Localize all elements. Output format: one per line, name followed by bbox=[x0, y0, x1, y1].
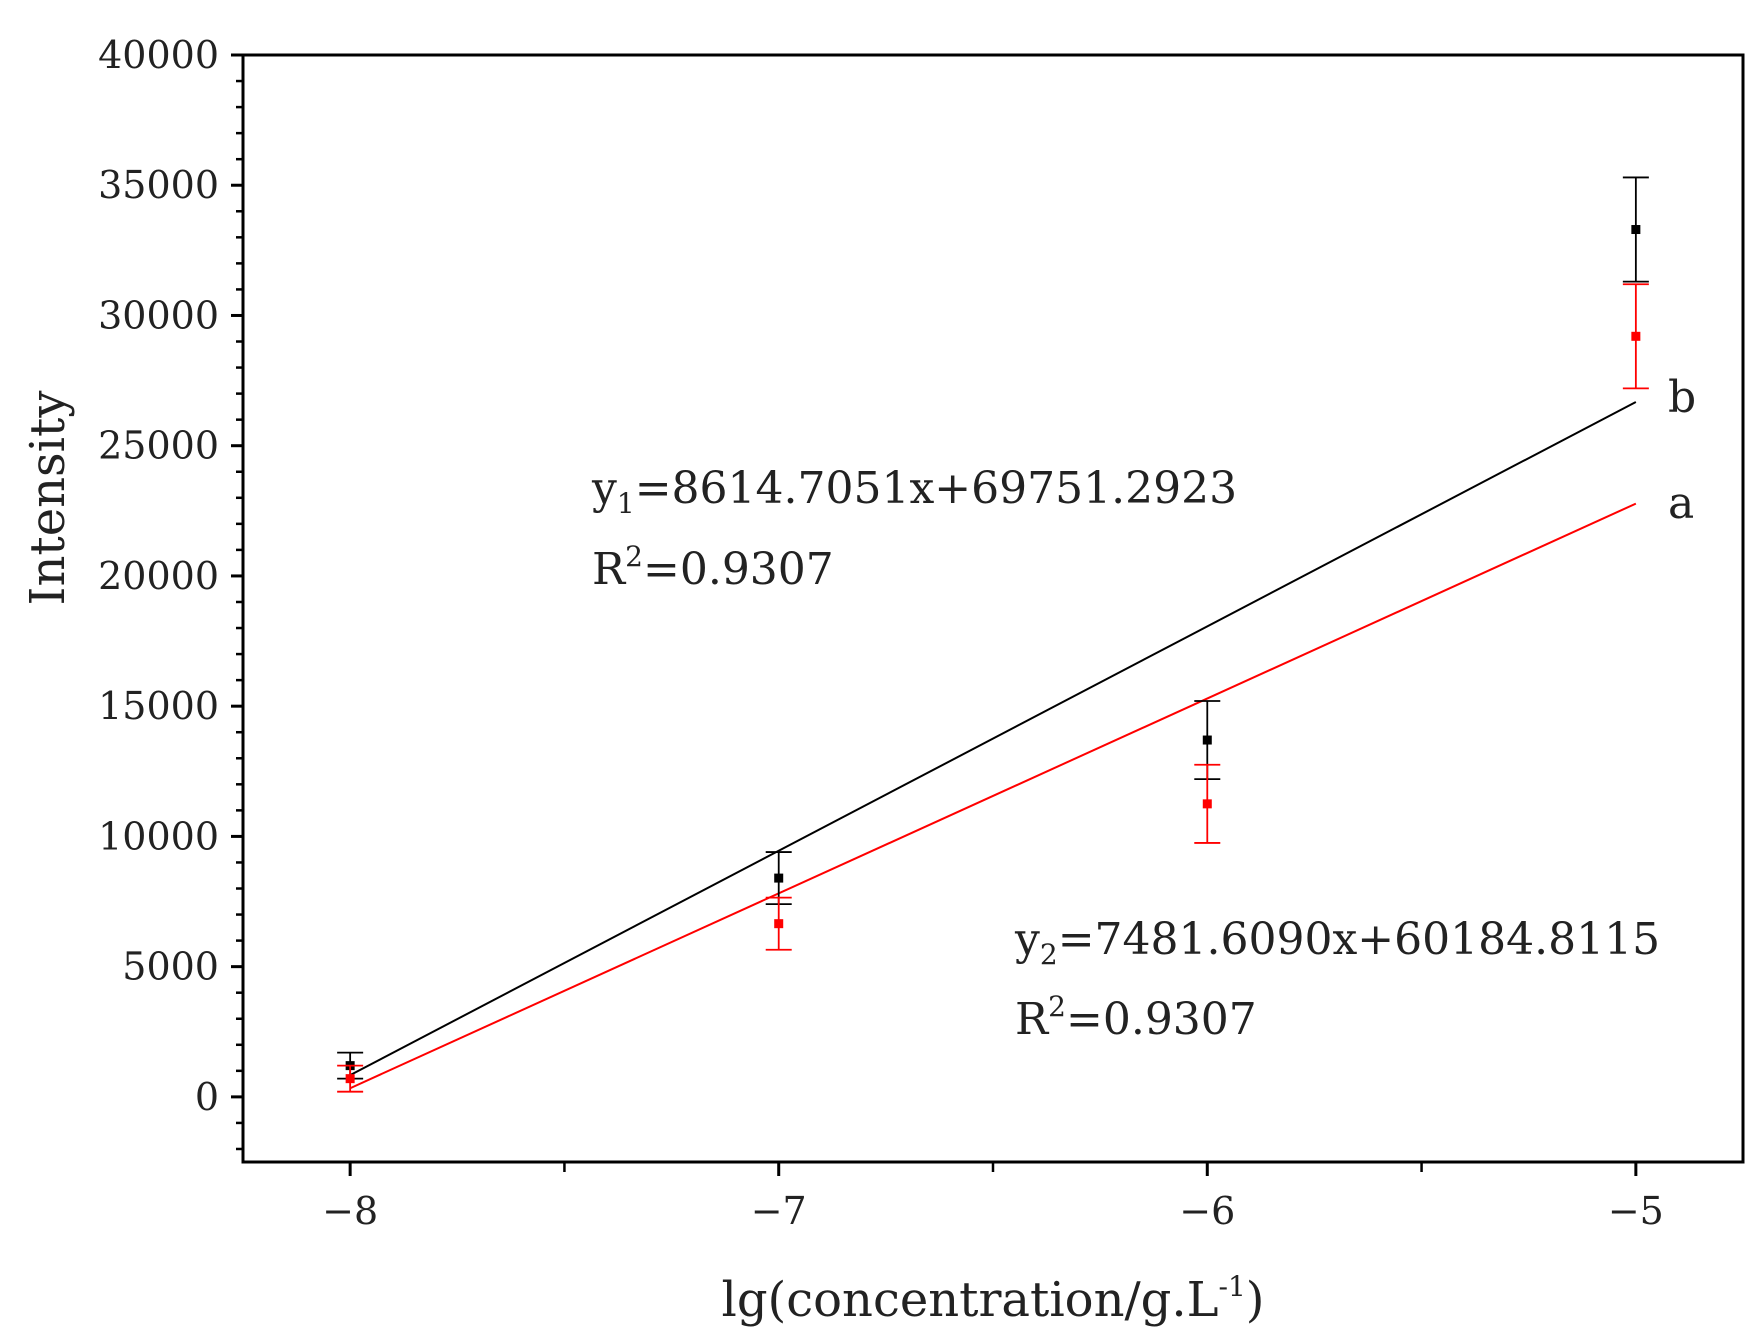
y-tick-label: 40000 bbox=[98, 33, 219, 77]
fit-line-b bbox=[349, 401, 1637, 1077]
x-axis-title: lg(concentration/g.L-1) bbox=[721, 1270, 1264, 1328]
y-tick-label: 35000 bbox=[98, 163, 219, 207]
equation-2-y: y bbox=[1014, 914, 1040, 965]
fit-line-a bbox=[349, 502, 1637, 1090]
axis-ticks: 0 5000 10000 15000 20000 25000 30000 35000 40000… bbox=[98, 33, 1664, 1233]
r-squared-1: R2=0.9307 bbox=[592, 540, 834, 595]
equation-1-subscript: 1 bbox=[617, 487, 635, 520]
data-point-a bbox=[345, 1074, 355, 1084]
y-tick-label: 30000 bbox=[98, 293, 219, 337]
y-tick-label: 15000 bbox=[98, 684, 219, 728]
equation-1-y: y bbox=[591, 463, 617, 514]
plot-frame bbox=[241, 53, 1745, 1164]
y-tick-label: 25000 bbox=[98, 424, 219, 468]
x-axis-title-superscript: -1 bbox=[1219, 1270, 1246, 1303]
r-squared-2-rhs: =0.9307 bbox=[1066, 994, 1257, 1045]
fit-lines bbox=[349, 401, 1637, 1090]
x-tick-label: −7 bbox=[751, 1189, 807, 1233]
y-axis-title: Intensity bbox=[20, 391, 76, 606]
x-tick-label: −5 bbox=[1608, 1189, 1664, 1233]
y-tick-label: 0 bbox=[195, 1075, 219, 1119]
data-points bbox=[337, 176, 1649, 1093]
data-point-a bbox=[774, 919, 784, 929]
x-tick-label: −6 bbox=[1179, 1189, 1235, 1233]
r-squared-2: R2=0.9307 bbox=[1015, 990, 1257, 1045]
r-squared-2-superscript: 2 bbox=[1048, 990, 1066, 1023]
r-squared-1-rhs: =0.9307 bbox=[643, 544, 834, 595]
y-tick-label: 20000 bbox=[98, 554, 219, 598]
data-point-b bbox=[1631, 225, 1641, 235]
data-point-a bbox=[1631, 331, 1641, 341]
x-tick-label: −8 bbox=[322, 1189, 378, 1233]
y-tick-label: 5000 bbox=[122, 945, 219, 989]
series-a-label: a bbox=[1668, 478, 1694, 529]
series-b-label: b bbox=[1668, 372, 1696, 423]
data-point-b bbox=[774, 873, 784, 883]
equation-1: y1=8614.7051x+69751.2923 bbox=[591, 463, 1237, 520]
data-point-a bbox=[1202, 799, 1212, 809]
data-point-b bbox=[1202, 735, 1212, 745]
equation-2-rhs: =7481.6090x+60184.8115 bbox=[1058, 914, 1660, 965]
r-squared-2-r: R bbox=[1015, 994, 1050, 1045]
equation-2-subscript: 2 bbox=[1040, 938, 1058, 971]
x-axis-title-suffix: ) bbox=[1246, 1272, 1265, 1328]
x-axis-title-main: lg(concentration/g.L bbox=[721, 1272, 1218, 1328]
equation-2: y2=7481.6090x+60184.8115 bbox=[1014, 914, 1660, 971]
r-squared-1-r: R bbox=[592, 544, 627, 595]
equation-1-rhs: =8614.7051x+69751.2923 bbox=[635, 463, 1237, 514]
r-squared-1-superscript: 2 bbox=[625, 540, 643, 573]
y-tick-label: 10000 bbox=[98, 814, 219, 858]
